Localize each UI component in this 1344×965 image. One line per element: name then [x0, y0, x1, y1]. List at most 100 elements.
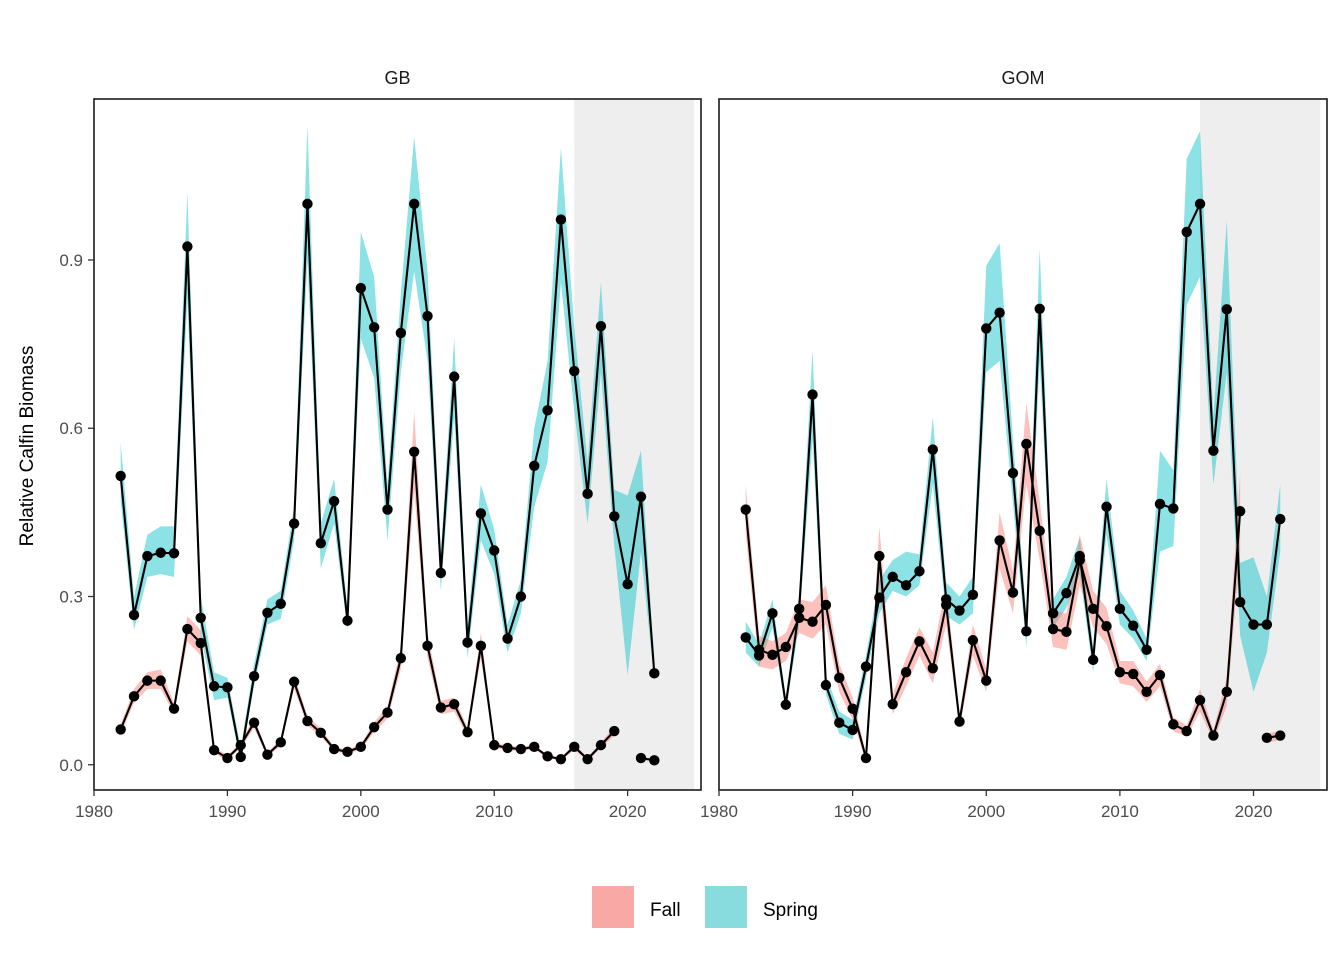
- fall-point: [182, 623, 193, 635]
- spring-point: [408, 198, 420, 210]
- fall-point: [168, 703, 180, 714]
- fall-point: [1101, 621, 1112, 632]
- spring-point: [288, 518, 300, 529]
- x-tick-label: 1990: [208, 802, 246, 821]
- spring-point: [328, 495, 340, 507]
- fall-point: [582, 753, 593, 765]
- fall-point: [262, 749, 273, 760]
- fall-point: [954, 716, 965, 727]
- x-tick-label: 2020: [609, 802, 647, 821]
- spring-point: [462, 637, 473, 648]
- spring-point: [115, 470, 126, 482]
- fall-point: [195, 637, 206, 649]
- fall-point: [1087, 603, 1099, 615]
- spring-point: [820, 679, 832, 691]
- spring-point: [807, 389, 818, 400]
- fall-point: [767, 649, 778, 661]
- fall-point: [115, 724, 126, 735]
- spring-point: [649, 668, 660, 679]
- fall-point: [874, 550, 885, 562]
- fall-point: [807, 616, 818, 627]
- spring-point: [940, 594, 952, 605]
- spring-point: [1101, 501, 1112, 512]
- x-tick-label: 1990: [834, 802, 872, 821]
- spring-point: [542, 405, 553, 416]
- spring-point: [1168, 503, 1179, 514]
- spring-point: [208, 681, 220, 692]
- fall-point: [502, 742, 513, 754]
- spring-point: [489, 545, 500, 556]
- fall-point: [542, 751, 553, 762]
- spring-point: [435, 567, 447, 579]
- spring-point: [382, 504, 393, 515]
- spring-point: [1021, 626, 1032, 637]
- panel-gb: GB 1980 1990 2000 2010 2020 0.0 0.3 0.6 0.9: [59, 68, 702, 821]
- spring-point: [248, 670, 260, 682]
- x-tick-label: 2010: [1101, 802, 1139, 821]
- highlight-band: [574, 99, 695, 790]
- legend: Fall Spring: [592, 886, 818, 928]
- fall-point: [1128, 668, 1139, 680]
- spring-point: [569, 365, 580, 377]
- spring-point: [635, 491, 647, 502]
- spring-point: [1128, 620, 1139, 631]
- legend-label-fall: Fall: [650, 900, 681, 921]
- fall-point: [1234, 506, 1246, 517]
- spring-point: [1087, 654, 1099, 666]
- fall-point: [860, 752, 872, 764]
- spring-point: [582, 488, 593, 500]
- spring-point: [555, 214, 567, 225]
- spring-point: [793, 603, 805, 615]
- fall-point: [355, 741, 367, 753]
- y-tick-label: 0.6: [59, 419, 83, 438]
- fall-point: [981, 675, 992, 686]
- y-tick-label: 0.0: [59, 756, 83, 775]
- panels-layer: GB 1980 1990 2000 2010 2020 0.0 0.3 0.6 0.9 GOM 198…: [59, 68, 1328, 821]
- fall-point: [288, 676, 300, 687]
- spring-point: [155, 547, 166, 558]
- spring-point: [1261, 619, 1273, 630]
- fall-point: [1208, 730, 1219, 741]
- fall-point: [635, 752, 647, 764]
- fall-point: [1168, 719, 1179, 730]
- fall-point: [128, 691, 140, 702]
- spring-point: [235, 751, 246, 763]
- spring-point: [1154, 498, 1166, 510]
- spring-point: [994, 307, 1005, 318]
- fall-point: [1061, 626, 1072, 638]
- fall-point: [155, 675, 166, 686]
- fall-point: [342, 746, 353, 758]
- spring-point: [1074, 550, 1085, 562]
- spring-point: [595, 320, 607, 332]
- fall-point: [994, 535, 1005, 546]
- spring-point: [222, 682, 233, 693]
- fall-point: [462, 727, 473, 738]
- fall-point: [208, 744, 220, 756]
- spring-point: [182, 241, 193, 252]
- fall-point: [887, 698, 898, 710]
- fall-point: [1221, 686, 1232, 698]
- spring-point: [395, 327, 407, 339]
- spring-point: [1181, 226, 1192, 238]
- fall-point: [1261, 732, 1273, 744]
- spring-point: [515, 591, 527, 602]
- spring-point: [368, 322, 380, 333]
- spring-point: [275, 598, 286, 609]
- spring-point: [142, 550, 153, 562]
- fall-point: [595, 739, 607, 751]
- fall-point: [555, 753, 567, 765]
- fall-point: [395, 652, 407, 664]
- y-tick-label: 0.9: [59, 251, 83, 270]
- spring-point: [168, 548, 180, 559]
- y-axis-title: Relative Calfin Biomass: [17, 346, 38, 547]
- spring-point: [767, 608, 778, 619]
- spring-ribbon: [120, 125, 655, 762]
- spring-point: [529, 460, 540, 472]
- fall-point: [529, 741, 540, 753]
- spring-point: [967, 589, 979, 601]
- spring-point: [1114, 603, 1126, 615]
- spring-point: [1047, 608, 1059, 619]
- fall-point: [315, 727, 326, 738]
- spring-point: [740, 632, 751, 643]
